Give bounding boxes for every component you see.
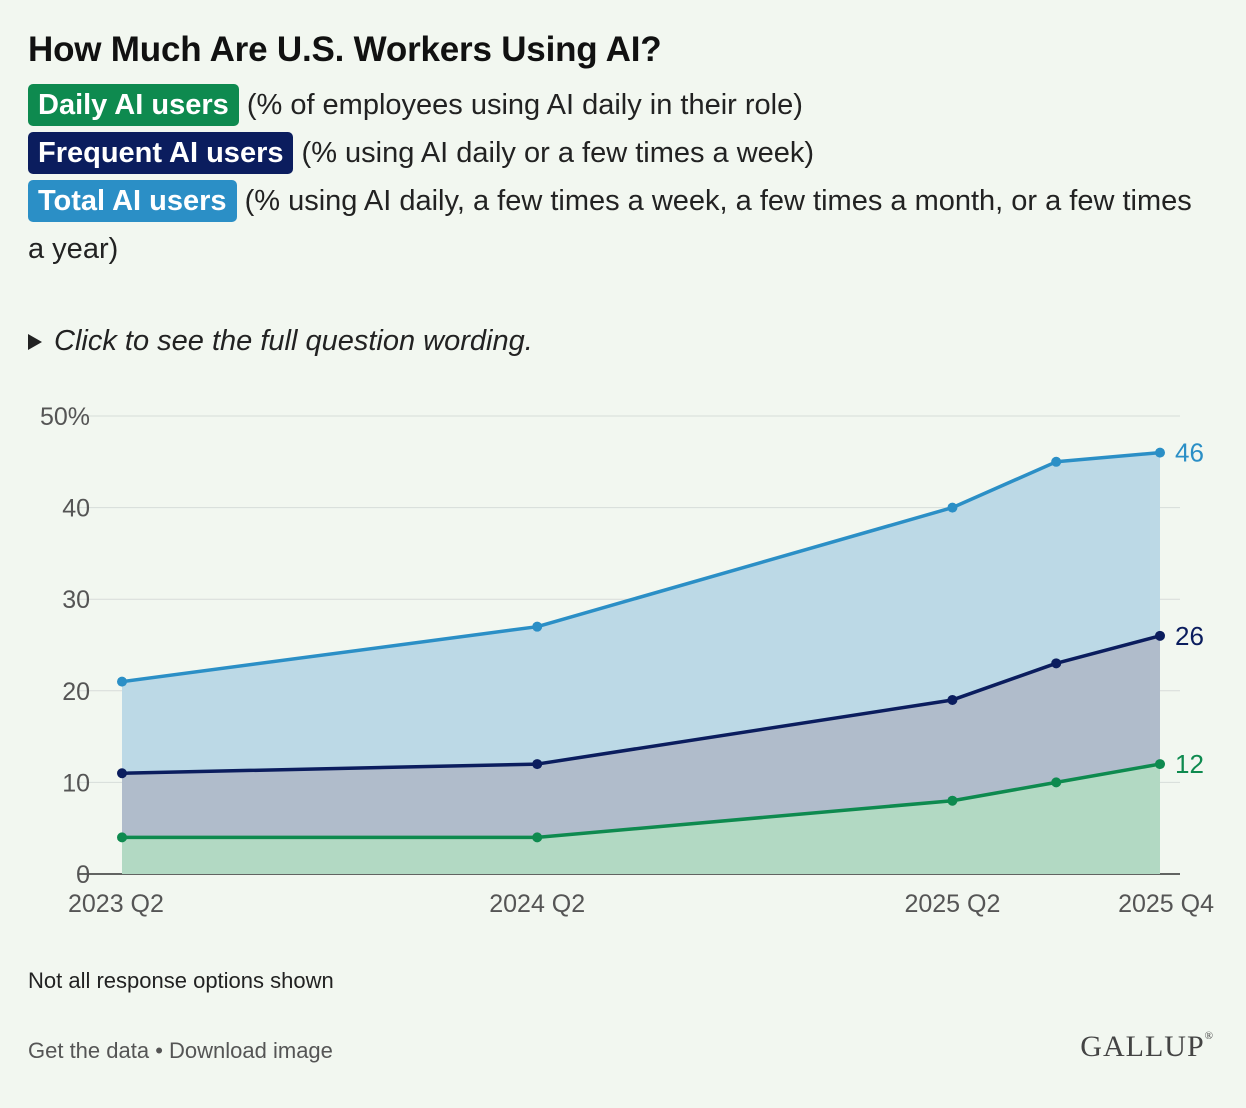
question-wording-label: Click to see the full question wording. <box>54 325 533 357</box>
axis-labels: 0 10 20 30 40 50% 2023 Q2 2024 Q2 2025 Q2 2025 Q4… <box>40 403 1214 918</box>
download-image-link[interactable]: Download image <box>169 1038 333 1063</box>
legend-frequent: Frequent AI users (% using AI daily or a… <box>28 129 1208 177</box>
total-point <box>532 621 543 632</box>
brand-name: GALLUP <box>1080 1030 1205 1063</box>
get-data-link[interactable]: Get the data <box>28 1038 150 1063</box>
total-point <box>1155 447 1165 458</box>
frequent-point <box>532 759 543 770</box>
question-wording-toggle[interactable]: Click to see the full question wording. <box>28 325 533 358</box>
daily-area <box>122 764 1160 874</box>
daily-point <box>947 795 958 806</box>
gallup-logo: GALLUP® <box>1080 1030 1214 1064</box>
x-tick-label: 2023 Q2 <box>68 890 164 918</box>
frequent-point <box>1051 658 1062 669</box>
footer-links: Get the data • Download image <box>28 1038 333 1064</box>
y-tick-label: 10 <box>62 769 90 797</box>
x-tick-label: 2024 Q2 <box>489 890 585 918</box>
disclosure-triangle-icon <box>28 333 42 350</box>
frequent-end-label: 26 <box>1175 621 1204 651</box>
daily-end-label: 12 <box>1175 749 1204 779</box>
legend: Daily AI users (% of employees using AI … <box>28 81 1208 273</box>
y-tick-label: 0 <box>76 861 90 889</box>
x-tick-label: 2025 Q4 <box>1118 890 1214 918</box>
y-tick-label: 20 <box>62 678 90 706</box>
frequent-description: (% using AI daily or a few times a week) <box>301 137 815 169</box>
daily-point <box>117 832 127 843</box>
daily-point <box>1051 777 1062 788</box>
frequent-point <box>947 694 958 705</box>
link-separator: • <box>149 1038 170 1063</box>
total-point <box>947 502 958 513</box>
total-end-label: 46 <box>1175 438 1204 468</box>
data-points <box>117 447 1165 843</box>
daily-point <box>1155 759 1165 770</box>
y-tick-label: 30 <box>62 586 90 614</box>
daily-badge: Daily AI users <box>28 84 239 126</box>
legend-total: Total AI users (% using AI daily, a few … <box>28 177 1208 273</box>
frequent-badge: Frequent AI users <box>28 132 294 174</box>
frequent-point <box>117 768 127 779</box>
legend-daily: Daily AI users (% of employees using AI … <box>28 81 1208 129</box>
area-fills <box>122 452 1160 874</box>
frequent-point <box>1155 630 1165 641</box>
total-description: (% using AI daily, a few times a week, a… <box>28 185 1192 265</box>
area-chart: 0 10 20 30 40 50% 2023 Q2 2024 Q2 2025 Q2 2025 Q4… <box>40 403 1214 918</box>
total-point <box>1051 456 1062 467</box>
total-badge: Total AI users <box>28 180 237 222</box>
registered-mark: ® <box>1204 1030 1214 1042</box>
daily-point <box>532 832 543 843</box>
chart-title: How Much Are U.S. Workers Using AI? <box>28 30 662 69</box>
footnote: Not all response options shown <box>28 968 334 993</box>
daily-description: (% of employees using AI daily in their … <box>246 89 803 121</box>
y-tick-label: 40 <box>62 495 90 523</box>
total-point <box>117 676 127 687</box>
y-tick-label: 50% <box>40 403 90 431</box>
x-tick-label: 2025 Q2 <box>904 890 1000 918</box>
